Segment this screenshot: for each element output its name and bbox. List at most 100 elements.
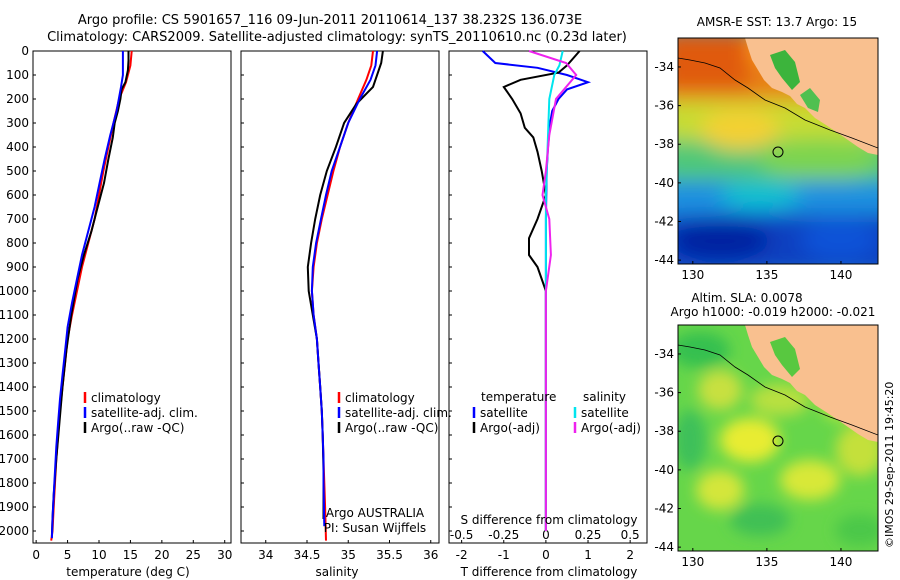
- difference-line-black: [502, 50, 581, 531]
- legend-label: Argo(..raw -QC): [345, 421, 438, 435]
- t-difference-label: T difference from climatology: [460, 565, 638, 579]
- temperature-xlabel: temperature (deg C): [66, 565, 189, 579]
- temperature-depth-axis: 0 100 200 300 400 500 600 700 800 900 1000 1100 1200…: [0, 44, 36, 538]
- sst-map: AMSR-E SST: 13.7 Argo: 15: [654, 15, 879, 282]
- depth-tick-label: 1300: [0, 356, 29, 370]
- depth-tick-label: 1400: [0, 380, 29, 394]
- map-y-tick-label: -34: [654, 347, 674, 361]
- s-tick-label: -0.5: [450, 528, 473, 542]
- difference-panel-frame: [448, 50, 648, 544]
- s-tick-label: 0.25: [575, 528, 602, 542]
- difference-legend: temperature salinitysatelliteArgo(-adj)sa…: [472, 390, 641, 435]
- difference-line-blue: [482, 50, 592, 531]
- salinity-panel-frame: [240, 50, 440, 544]
- s-tick-label: 0.5: [621, 528, 640, 542]
- sla-map-frame: [677, 324, 879, 552]
- map-y-tick-label: -38: [654, 424, 674, 438]
- depth-tick-label: 1700: [0, 452, 29, 466]
- depth-tick-label: 100: [6, 68, 29, 82]
- map-y-tick-label: -36: [654, 386, 674, 400]
- legend-label: satellite-adj. clim.: [345, 406, 452, 420]
- sst-map-frame: [677, 37, 879, 265]
- x-tick-label: 20: [154, 548, 169, 562]
- map-y-tick-label: -40: [654, 176, 674, 190]
- depth-tick-label: 1500: [0, 404, 29, 418]
- temperature-line-red: [50, 50, 133, 541]
- map-y-tick-label: -42: [654, 215, 674, 229]
- sst-map-field: [678, 38, 878, 264]
- sla-map-title-1: Altim. SLA: 0.0078: [691, 291, 802, 305]
- s-tick-label: -0.25: [488, 528, 519, 542]
- imos-watermark: ©IMOS 29-Sep-2011 19:45:20: [883, 382, 896, 548]
- salinity-series: [306, 50, 384, 541]
- map-y-tick-label: -42: [654, 502, 674, 516]
- temperature-series: [50, 50, 133, 541]
- map-x-tick-label: 135: [755, 268, 778, 282]
- legend-title-temperature: temperature: [481, 390, 556, 404]
- temperature-line-blue: [50, 51, 124, 539]
- sla-map-title-2: Argo h1000: -0.019 h2000: -0.021: [671, 305, 876, 319]
- difference-panel: -2 -1 0 1 2 -0.5 -0.25 0 0.25 0.5 S difference fr…: [448, 50, 648, 579]
- legend-label: Argo(-adj): [480, 421, 540, 435]
- salinity-line-black: [306, 50, 384, 519]
- salinity-x-axis: 34 34.5 35 35.5 36: [241, 50, 438, 562]
- x-tick-label: 1: [584, 548, 592, 562]
- map-y-tick-label: -40: [654, 463, 674, 477]
- map-x-tick-label: 140: [830, 268, 853, 282]
- depth-tick-label: 0: [21, 44, 29, 58]
- x-tick-label: 0: [542, 548, 550, 562]
- sla-gulf-land-green: [770, 337, 800, 377]
- depth-tick-label: 1600: [0, 428, 29, 442]
- x-tick-label: 30: [217, 548, 232, 562]
- depth-tick-label: 1900: [0, 500, 29, 514]
- header-line-1: Argo profile: CS 5901657_116 09-Jun-2011…: [78, 13, 582, 28]
- sla-map-field: [678, 325, 878, 551]
- legend-label: climatology: [91, 391, 161, 405]
- map-x-tick-label: 130: [681, 555, 704, 569]
- map-y-tick-label: -38: [654, 137, 674, 151]
- x-tick-label: 10: [91, 548, 106, 562]
- map-x-tick-label: 140: [830, 555, 853, 569]
- map-y-tick-label: -34: [654, 60, 674, 74]
- depth-tick-label: 600: [6, 188, 29, 202]
- legend-label: satellite-adj. clim.: [91, 406, 198, 420]
- sla-depth-contour: [678, 344, 878, 436]
- depth-tick-label: 1800: [0, 476, 29, 490]
- temperature-panel-frame: [32, 50, 232, 544]
- sla-map: Altim. SLA: 0.0078 Argo h1000: -0.019 h2…: [654, 291, 879, 569]
- x-tick-label: 25: [186, 548, 201, 562]
- x-tick-label: 5: [64, 548, 72, 562]
- x-tick-label: 2: [626, 548, 634, 562]
- depth-tick-label: 800: [6, 236, 29, 250]
- salinity-panel: 34 34.5 35 35.5 36 salinity climatologysatel…: [240, 50, 452, 579]
- map-x-tick-label: 135: [755, 555, 778, 569]
- map-x-tick-label: 130: [681, 268, 704, 282]
- header-line-2: Climatology: CARS2009. Satellite-adjuste…: [47, 30, 627, 45]
- depth-tick-label: 200: [6, 92, 29, 106]
- depth-tick-label: 1000: [0, 284, 29, 298]
- depth-tick-label: 700: [6, 212, 29, 226]
- argo-australia-label: Argo AUSTRALIA: [326, 506, 425, 520]
- salinity-line-blue: [310, 50, 379, 527]
- difference-x-axis: -2 -1 0 1 2 -0.5 -0.25 0 0.25 0.5: [449, 50, 640, 562]
- x-tick-label: 34.5: [294, 548, 321, 562]
- x-tick-label: 15: [123, 548, 138, 562]
- temperature-x-axis: 0 5 10 15 20 25 30: [32, 540, 232, 562]
- x-tick-label: 35.5: [376, 548, 403, 562]
- depth-tick-label: 2000: [0, 524, 29, 538]
- difference-line-magenta: [528, 50, 578, 531]
- temperature-panel: 0100200300400500600700800900100011001200…: [0, 44, 232, 579]
- s-difference-label: S difference from climatology: [461, 513, 638, 527]
- map-y-tick-label: -44: [654, 253, 674, 267]
- sst-gulf-land-green: [770, 50, 800, 90]
- sst-map-axes: 130 135 140 -34 -36 -38 -40 -42 -44: [654, 60, 852, 282]
- map-y-tick-label: -36: [654, 99, 674, 113]
- sst-depth-contour: [678, 57, 878, 149]
- x-tick-label: 0: [32, 548, 40, 562]
- depth-tick-label: 300: [6, 116, 29, 130]
- s-tick-label: 0: [542, 528, 550, 542]
- legend-label: satellite: [480, 406, 528, 420]
- salinity-line-red: [310, 50, 374, 541]
